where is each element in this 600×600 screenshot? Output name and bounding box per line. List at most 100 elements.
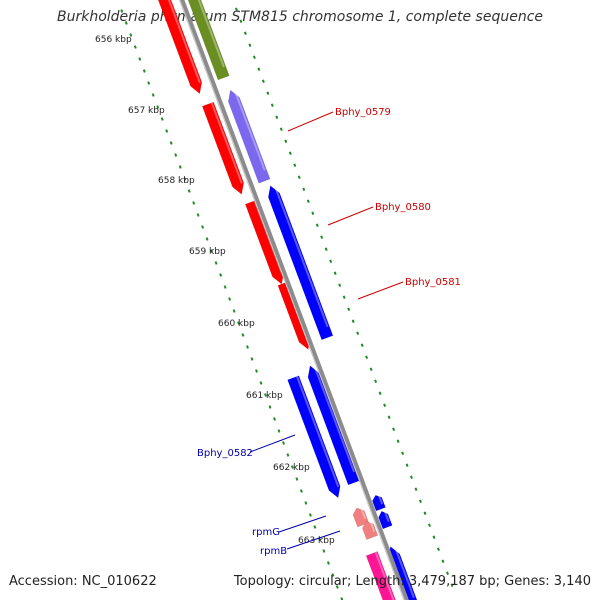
inner-tick-ring-dot [187,189,191,193]
inner-tick-ring-dot [268,405,272,409]
gene-label-bphy-0580: Bphy_0580 [375,202,431,213]
inner-tick-ring-dot [326,561,330,565]
outer-tick-ring-dot [360,343,364,347]
outer-tick-ring-dot [437,547,440,551]
gene-blue-bphy-0582a[interactable] [287,375,341,499]
inner-tick-ring-dot [124,21,128,25]
inner-tick-ring-dot [237,321,241,325]
inner-tick-ring-dot [178,165,182,169]
accession-text: Accession: NC_010622 [9,574,157,589]
outer-tick-ring-dot [432,535,436,539]
outer-tick-ring-dot [356,331,360,335]
tick-label-660: 660 kbp [218,319,255,329]
gene-red-1-highlight [167,0,201,84]
gene-blue-bphy-0582a-highlight [296,376,340,488]
outer-tick-ring-dot [446,571,449,575]
inner-tick-ring-dot [232,309,236,313]
gene-purple-bphy-0579[interactable] [228,89,271,184]
outer-tick-ring-dot [297,175,301,179]
tick-label-658: 658 kbp [158,176,195,186]
outer-tick-ring-dot [288,151,292,155]
outer-tick-ring-dot [342,295,346,299]
outer-tick-ring-dot [401,451,405,455]
gene-blue-small-3-highlight [393,544,415,599]
leader-rpmg [278,515,327,533]
outer-tick-ring-dot [378,391,382,395]
inner-tick-ring-dot [250,357,254,361]
outer-tick-ring-dot [275,115,279,119]
inner-tick-ring-dot [286,453,290,457]
inner-tick-ring-dot [282,441,285,445]
inner-tick-ring-dot [223,285,227,289]
inner-tick-ring-dot [335,585,339,589]
outer-tick-ring-dot [351,319,355,323]
outer-tick-ring-dot [410,475,413,479]
gene-pink-rpmb[interactable] [362,521,379,540]
inner-tick-ring-dot [295,477,299,481]
inner-tick-ring-dot [205,237,209,241]
outer-tick-ring-dot [338,283,342,287]
gene-blue-bphy-0580[interactable] [268,185,334,341]
gene-blue-bphy-0580-highlight [273,183,329,328]
outer-tick-ring-dot [383,403,387,407]
outer-tick-ring-dot [248,43,252,47]
chromosome-backbone [179,0,409,600]
inner-tick-ring-dot [210,249,214,253]
inner-tick-ring-dot [142,69,146,73]
gene-green-1[interactable] [187,0,230,81]
inner-tick-ring-dot [133,45,137,49]
gene-purple-bphy-0579-highlight [233,88,266,171]
chromosome-backbone-highlight [179,0,405,600]
inner-tick-ring-dot [290,465,294,469]
gene-label-bphy-0582: Bphy_0582 [197,448,253,459]
inner-tick-ring-dot [129,33,133,37]
outer-tick-ring-dot [293,163,297,167]
outer-tick-ring-dot [396,439,400,443]
gene-pink-rpmg[interactable] [352,507,370,528]
leader-bphy-0580 [327,206,374,226]
outer-tick-ring-dot [374,379,378,383]
inner-tick-ring-dot [214,261,218,265]
outer-tick-ring-dot [315,223,319,227]
gene-blue-small-2-highlight [383,509,390,522]
outer-tick-ring-dot [414,487,418,491]
inner-tick-ring-dot [241,333,245,337]
outer-tick-ring-dot [266,91,270,95]
outer-tick-ring-dot [284,139,288,143]
outer-tick-ring-dot [329,259,333,263]
outer-tick-ring-dot [252,55,256,59]
gene-blue-bphy-0582b[interactable] [307,365,360,486]
outer-tick-ring-dot [419,499,422,503]
gene-red-1[interactable] [157,0,203,95]
inner-tick-ring-dot [151,93,155,97]
inner-tick-ring-dot [169,141,173,145]
tick-label-661: 661 kbp [246,391,283,401]
inner-tick-ring-dot [156,105,160,109]
gene-blue-bphy-0582b-highlight [312,364,356,473]
inner-tick-ring-dot [138,57,142,61]
outer-tick-ring-dot [257,67,261,71]
gene-blue-small-2[interactable] [378,510,393,530]
inner-tick-ring-dot [183,177,187,181]
gene-label-rpmb: rpmB [260,546,287,557]
topology-text: Topology: circular; Length: 3,479,187 bp… [233,574,591,589]
gene-label-bphy-0579: Bphy_0579 [335,107,391,118]
inner-tick-ring-dot [196,213,200,217]
gene-blue-small-1[interactable] [372,494,386,512]
outer-tick-ring-dot [405,463,409,467]
inner-tick-ring-dot [255,369,258,373]
leader-bphy-0581 [357,281,404,300]
gene-pink-rpmg-highlight [359,506,367,520]
gene-green-1-highlight [197,0,225,68]
outer-tick-ring-dot [279,127,283,131]
gene-red-2-highlight [210,102,243,184]
inner-tick-ring-dot [273,417,276,421]
tick-label-656: 656 kbp [95,35,132,45]
outer-tick-ring-dot [392,427,396,431]
outer-tick-ring-dot [369,367,373,371]
outer-tick-ring-dot [387,415,391,419]
outer-tick-ring-dot [324,247,328,251]
gene-magenta-1[interactable] [365,551,397,600]
inner-tick-ring-dot [120,9,124,13]
gene-red-2[interactable] [201,101,244,195]
